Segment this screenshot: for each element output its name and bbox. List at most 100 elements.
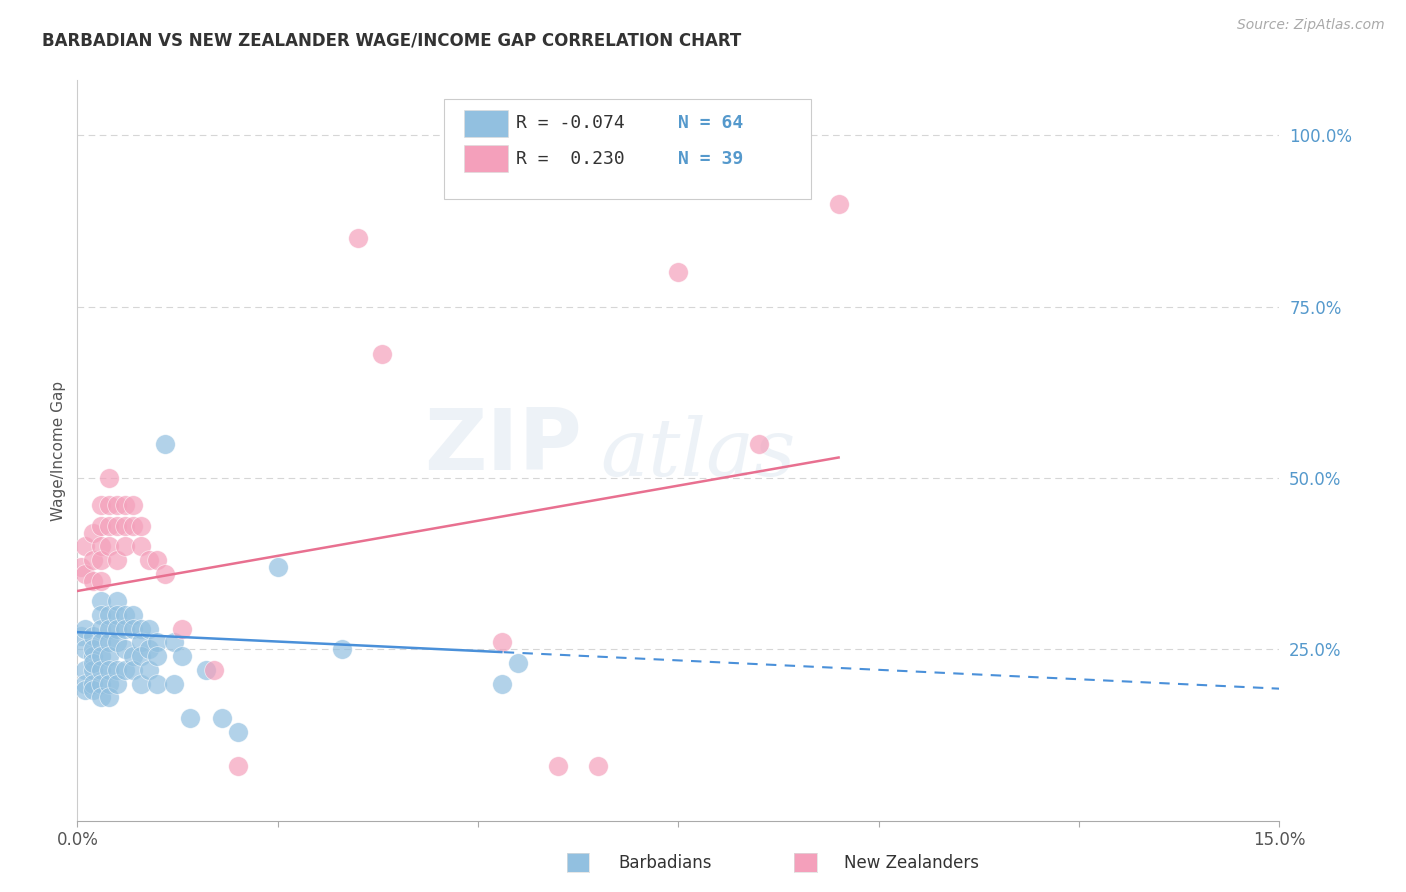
Point (114, 642, 136, 657)
Point (131, 540, 153, 554)
Text: R = -0.074: R = -0.074 (516, 114, 624, 132)
Point (90, 676, 112, 690)
Text: ZIP: ZIP (425, 405, 582, 488)
Point (90, 540, 112, 554)
Point (194, 663, 217, 677)
Point (82, 574, 104, 588)
Point (107, 553, 129, 567)
Point (90, 690, 112, 705)
Point (114, 622, 136, 636)
Point (155, 436, 177, 450)
Text: atlas: atlas (600, 416, 796, 493)
Point (82, 649, 104, 664)
Point (155, 566, 177, 581)
Point (491, 676, 513, 690)
Text: BARBADIAN VS NEW ZEALANDER WAGE/INCOME GAP CORRELATION CHART: BARBADIAN VS NEW ZEALANDER WAGE/INCOME G… (42, 31, 741, 49)
Point (138, 622, 160, 636)
Point (131, 622, 153, 636)
Point (122, 498, 145, 512)
Point (146, 635, 169, 649)
Point (122, 649, 145, 664)
Point (75, 540, 97, 554)
Point (75, 676, 97, 690)
Point (75, 663, 97, 677)
Point (90, 622, 112, 636)
Point (131, 635, 153, 649)
Point (114, 498, 136, 512)
Text: R =  0.230: R = 0.230 (516, 150, 624, 168)
Y-axis label: Wage/Income Gap: Wage/Income Gap (51, 380, 66, 521)
Point (170, 622, 193, 636)
Point (82, 553, 104, 567)
Point (114, 519, 136, 533)
Point (114, 663, 136, 677)
Point (330, 642, 353, 657)
Point (98, 663, 121, 677)
Point (82, 629, 104, 643)
Point (98, 676, 121, 690)
Point (98, 607, 121, 622)
Point (138, 642, 160, 657)
Point (90, 594, 112, 608)
Point (98, 498, 121, 512)
FancyBboxPatch shape (464, 145, 508, 172)
Point (98, 519, 121, 533)
Point (202, 663, 225, 677)
Point (98, 471, 121, 485)
Text: N = 64: N = 64 (679, 114, 744, 132)
Point (90, 635, 112, 649)
Point (90, 607, 112, 622)
Point (226, 759, 249, 773)
Point (114, 607, 136, 622)
Point (107, 519, 129, 533)
Point (491, 635, 513, 649)
Point (179, 711, 201, 725)
Point (82, 676, 104, 690)
Point (98, 622, 121, 636)
Point (90, 574, 112, 588)
Point (82, 656, 104, 670)
Point (107, 498, 129, 512)
Point (107, 622, 129, 636)
FancyBboxPatch shape (464, 110, 508, 136)
Point (122, 607, 145, 622)
Point (90, 649, 112, 664)
Point (75, 566, 97, 581)
Point (98, 649, 121, 664)
Point (162, 635, 184, 649)
Point (131, 519, 153, 533)
Point (98, 690, 121, 705)
Text: N = 39: N = 39 (679, 150, 744, 168)
Point (508, 656, 530, 670)
Text: Source: ZipAtlas.com: Source: ZipAtlas.com (1237, 18, 1385, 32)
Point (226, 724, 249, 739)
Text: Barbadians: Barbadians (619, 855, 713, 872)
Text: New Zealanders: New Zealanders (844, 855, 979, 872)
Point (211, 711, 233, 725)
Point (98, 635, 121, 649)
Point (122, 622, 145, 636)
Point (107, 635, 129, 649)
Point (90, 553, 112, 567)
Point (162, 676, 184, 690)
Point (90, 519, 112, 533)
Point (146, 553, 169, 567)
Point (75, 683, 97, 698)
Point (668, 265, 690, 279)
Point (107, 594, 129, 608)
Point (82, 683, 104, 698)
Point (70, 560, 93, 574)
Point (82, 525, 104, 540)
Point (146, 676, 169, 690)
Point (828, 196, 851, 211)
Point (138, 553, 160, 567)
Point (75, 642, 97, 657)
Point (90, 498, 112, 512)
Point (371, 347, 394, 361)
Point (131, 676, 153, 690)
Point (170, 649, 193, 664)
Point (267, 560, 290, 574)
Point (90, 663, 112, 677)
Point (131, 649, 153, 664)
Point (748, 436, 770, 450)
